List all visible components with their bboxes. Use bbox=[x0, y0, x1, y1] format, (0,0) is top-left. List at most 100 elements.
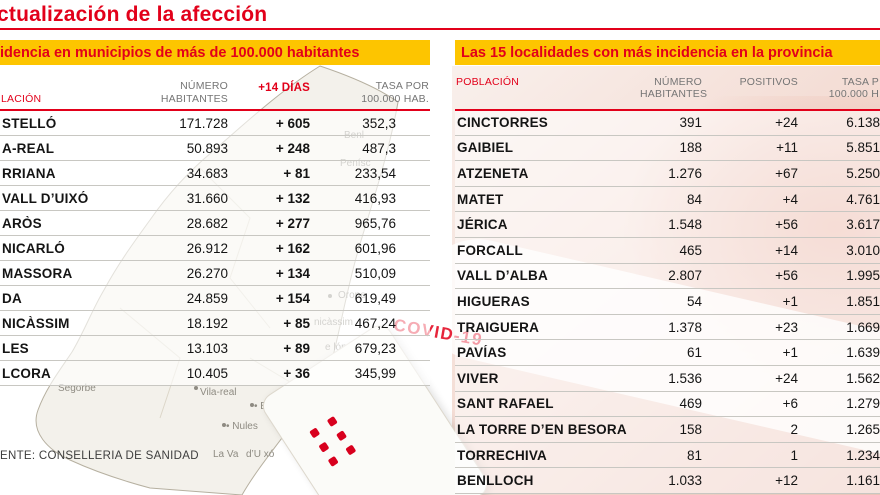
device-dot-grid bbox=[309, 415, 357, 467]
table-row: TORRECHIVA 81 1 1.234 bbox=[455, 442, 880, 469]
table-cell-tasa: 1.562 bbox=[846, 370, 880, 386]
table-cell-poblacion: PAVÍAS bbox=[457, 345, 507, 361]
table-row: RRIANA 34.683 + 81 233,54 bbox=[0, 161, 430, 186]
table-cell-tasa: 5.250 bbox=[846, 165, 880, 181]
table-cell-tasa: 4.761 bbox=[846, 191, 880, 207]
table-cell-valor: + 154 bbox=[275, 290, 310, 306]
red-dot bbox=[345, 444, 357, 456]
table-row: ARÒS 28.682 + 277 965,76 bbox=[0, 211, 430, 236]
source-note: ENTE: CONSELLERIA DE SANIDAD bbox=[0, 450, 199, 462]
table-row: BENLLOCH 1.033 +12 1.161 bbox=[455, 468, 880, 494]
table-cell-poblacion: SANT RAFAEL bbox=[457, 396, 554, 412]
table-cell-poblacion: RRIANA bbox=[2, 165, 56, 181]
table-cell-poblacion: LES bbox=[2, 340, 29, 356]
table-cell-poblacion: VIVER bbox=[457, 370, 499, 386]
table-cell-tasa: 233,54 bbox=[354, 165, 396, 181]
column-header-habitantes: NÚMERO HABITANTES bbox=[160, 80, 228, 105]
column-header-poblacion: LACIÓN bbox=[1, 92, 42, 105]
table-cell-tasa: 3.617 bbox=[846, 217, 880, 233]
table-cell-tasa: 1.161 bbox=[846, 473, 880, 489]
table-cell-habitantes: 1.378 bbox=[668, 319, 702, 335]
table-cell-tasa: 1.851 bbox=[846, 293, 880, 309]
table-cell-habitantes: 26.912 bbox=[186, 240, 228, 256]
table-cell-tasa: 1.234 bbox=[846, 447, 880, 463]
table-cell-poblacion: JÉRICA bbox=[457, 217, 508, 233]
table-cell-poblacion: GAIBIEL bbox=[457, 140, 514, 156]
table-cell-poblacion: TRAIGUERA bbox=[457, 319, 540, 335]
table-cell-habitantes: 50.893 bbox=[186, 140, 228, 156]
table-cell-habitantes: 13.103 bbox=[186, 340, 228, 356]
table-cell-poblacion: BENLLOCH bbox=[457, 473, 534, 489]
table-cell-poblacion: LA TORRE D’EN BESORA bbox=[457, 421, 627, 437]
table-cell-valor: + 248 bbox=[275, 140, 310, 156]
table-cell-tasa: 965,76 bbox=[354, 215, 396, 231]
table-cell-valor: 1 bbox=[790, 447, 798, 463]
table-cell-valor: +56 bbox=[775, 268, 798, 284]
table-cell-valor: +23 bbox=[775, 319, 798, 335]
table-row: PAVÍAS 61 +1 1.639 bbox=[455, 340, 880, 366]
table-cell-tasa: 619,49 bbox=[354, 290, 396, 306]
table-cell-valor: +24 bbox=[775, 114, 798, 130]
red-dot bbox=[318, 441, 330, 453]
table-cell-poblacion: CINCTORRES bbox=[457, 114, 549, 130]
table-cell-habitantes: 1.276 bbox=[668, 165, 702, 181]
table-cell-valor: + 36 bbox=[283, 365, 310, 381]
table-row: LA TORRE D’EN BESORA 158 2 1.265 bbox=[455, 417, 880, 443]
table-cell-habitantes: 158 bbox=[679, 421, 702, 437]
table-cell-valor: + 81 bbox=[283, 165, 310, 181]
table-cell-tasa: 679,23 bbox=[354, 340, 396, 356]
table-cell-tasa: 3.010 bbox=[846, 242, 880, 258]
column-header-positivos: POSITIVOS bbox=[739, 76, 798, 88]
table-cell-habitantes: 391 bbox=[679, 114, 702, 130]
table-row: JÉRICA 1.548 +56 3.617 bbox=[455, 212, 880, 238]
table-cell-tasa: 1.669 bbox=[846, 319, 880, 335]
title-divider bbox=[0, 28, 880, 30]
table-row: SANT RAFAEL 469 +6 1.279 bbox=[455, 391, 880, 418]
red-dot bbox=[326, 415, 338, 427]
table-row: STELLÓ 171.728 + 605 352,3 bbox=[0, 111, 430, 136]
table-cell-valor: +1 bbox=[782, 345, 798, 361]
table-row: HIGUERAS 54 +1 1.851 bbox=[455, 289, 880, 315]
table-cell-tasa: 601,96 bbox=[354, 240, 396, 256]
table-row: FORCALL 465 +14 3.010 bbox=[455, 237, 880, 264]
table-row: VIVER 1.536 +24 1.562 bbox=[455, 365, 880, 392]
municipios-section-header: idencia en municipios de más de 100.000 … bbox=[0, 40, 430, 65]
red-dot bbox=[336, 430, 348, 442]
localidades-table-body: CINCTORRES 391 +24 6.138 GAIBIEL 188 +1 1 5.851 A… bbox=[455, 110, 880, 494]
table-cell-poblacion: A-REAL bbox=[2, 140, 55, 156]
table-row: CINCTORRES 391 +24 6.138 bbox=[455, 110, 880, 136]
table-cell-habitantes: 18.192 bbox=[186, 315, 228, 331]
page-title: ctualización de la afección bbox=[0, 3, 268, 26]
table-cell-poblacion: VALL D’UIXÓ bbox=[2, 190, 89, 206]
table-cell-valor: + 132 bbox=[275, 190, 310, 206]
table-cell-valor: + 605 bbox=[275, 115, 310, 131]
table-cell-tasa: 1.639 bbox=[846, 345, 880, 361]
table-cell-habitantes: 24.859 bbox=[186, 290, 228, 306]
table-cell-valor: + 134 bbox=[275, 265, 310, 281]
table-row: NICARLÓ 26.912 + 162 601,96 bbox=[0, 236, 430, 261]
table-cell-tasa: 352,3 bbox=[362, 115, 396, 131]
localidades-table-header: POBLACIÓN NÚMERO HABITANTES POSITIVOS TA… bbox=[455, 76, 880, 111]
table-cell-tasa: 6.138 bbox=[846, 114, 880, 130]
table-cell-valor: + 277 bbox=[275, 215, 310, 231]
table-cell-valor: +6 bbox=[782, 396, 798, 412]
table-cell-poblacion: STELLÓ bbox=[2, 115, 57, 131]
table-cell-poblacion: ATZENETA bbox=[457, 165, 529, 181]
localidades-section-title: Las 15 localidades con más incidencia en… bbox=[461, 44, 833, 61]
table-cell-valor: +12 bbox=[775, 473, 798, 489]
column-header-tasa: TASA POR 100.000 HAB. bbox=[361, 80, 429, 105]
localidades-section-header: Las 15 localidades con más incidencia en… bbox=[455, 40, 880, 65]
table-cell-habitantes: 81 bbox=[686, 447, 702, 463]
table-cell-tasa: 510,09 bbox=[354, 265, 396, 281]
table-cell-tasa: 5.851 bbox=[846, 140, 880, 156]
table-cell-valor: +1 bbox=[782, 293, 798, 309]
table-cell-habitantes: 26.270 bbox=[186, 265, 228, 281]
table-cell-habitantes: 188 bbox=[679, 140, 702, 156]
table-cell-tasa: 467,24 bbox=[354, 315, 396, 331]
table-cell-tasa: 487,3 bbox=[362, 140, 396, 156]
table-cell-poblacion: LCORA bbox=[2, 365, 51, 381]
table-cell-tasa: 416,93 bbox=[354, 190, 396, 206]
table-cell-poblacion: ARÒS bbox=[2, 215, 42, 231]
column-header-poblacion: POBLACIÓN bbox=[456, 76, 520, 88]
